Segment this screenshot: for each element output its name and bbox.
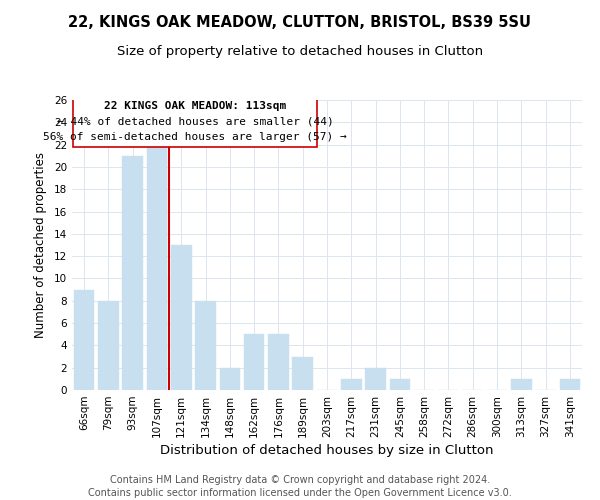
Bar [560, 379, 580, 390]
Text: Size of property relative to detached houses in Clutton: Size of property relative to detached ho… [117, 45, 483, 58]
Text: Contains HM Land Registry data © Crown copyright and database right 2024.: Contains HM Land Registry data © Crown c… [110, 475, 490, 485]
Text: Contains public sector information licensed under the Open Government Licence v3: Contains public sector information licen… [88, 488, 512, 498]
Text: ← 44% of detached houses are smaller (44): ← 44% of detached houses are smaller (44… [57, 116, 334, 126]
Bar [122, 156, 143, 390]
FancyBboxPatch shape [73, 96, 317, 147]
Bar [146, 144, 167, 390]
Bar [171, 245, 191, 390]
Bar [220, 368, 240, 390]
Bar [511, 379, 532, 390]
Text: 56% of semi-detached houses are larger (57) →: 56% of semi-detached houses are larger (… [43, 132, 347, 142]
Bar [98, 301, 119, 390]
X-axis label: Distribution of detached houses by size in Clutton: Distribution of detached houses by size … [160, 444, 494, 457]
Bar [244, 334, 265, 390]
Text: 22 KINGS OAK MEADOW: 113sqm: 22 KINGS OAK MEADOW: 113sqm [104, 100, 286, 110]
Text: 22, KINGS OAK MEADOW, CLUTTON, BRISTOL, BS39 5SU: 22, KINGS OAK MEADOW, CLUTTON, BRISTOL, … [68, 15, 532, 30]
Bar [365, 368, 386, 390]
Bar [195, 301, 216, 390]
Bar [268, 334, 289, 390]
Bar [292, 356, 313, 390]
Bar [74, 290, 94, 390]
Y-axis label: Number of detached properties: Number of detached properties [34, 152, 47, 338]
Bar [341, 379, 362, 390]
Bar [389, 379, 410, 390]
